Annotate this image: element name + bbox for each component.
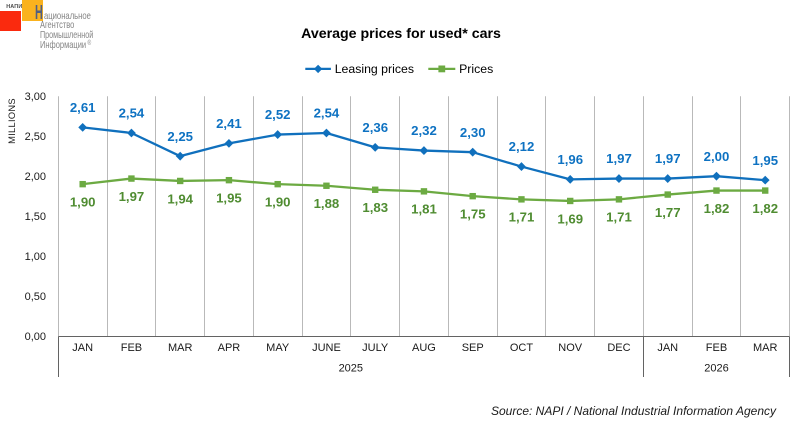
svg-text:MAY: MAY <box>266 342 290 354</box>
svg-text:2,36: 2,36 <box>362 120 388 135</box>
svg-text:0,50: 0,50 <box>25 291 46 303</box>
svg-text:2,30: 2,30 <box>460 125 486 140</box>
svg-text:2026: 2026 <box>704 363 728 375</box>
svg-text:1,97: 1,97 <box>655 151 681 166</box>
svg-text:2,50: 2,50 <box>25 131 46 143</box>
svg-text:JUNE: JUNE <box>312 342 341 354</box>
svg-text:1,95: 1,95 <box>216 190 242 205</box>
svg-text:2,54: 2,54 <box>314 106 340 121</box>
svg-text:2,00: 2,00 <box>704 149 730 164</box>
svg-text:1,88: 1,88 <box>314 196 340 211</box>
svg-text:NOV: NOV <box>558 342 583 354</box>
svg-text:1,83: 1,83 <box>362 200 388 215</box>
svg-text:1,96: 1,96 <box>557 152 583 167</box>
svg-text:FEB: FEB <box>706 342 727 354</box>
svg-text:1,95: 1,95 <box>752 153 778 168</box>
svg-text:2,00: 2,00 <box>25 171 46 183</box>
svg-text:3,00: 3,00 <box>25 91 46 103</box>
svg-text:1,97: 1,97 <box>119 189 145 204</box>
svg-text:1,71: 1,71 <box>509 210 535 225</box>
svg-text:1,71: 1,71 <box>606 210 632 225</box>
svg-text:1,97: 1,97 <box>606 151 632 166</box>
svg-text:SEP: SEP <box>462 342 484 354</box>
svg-text:1,77: 1,77 <box>655 205 681 220</box>
svg-text:1,82: 1,82 <box>704 201 730 216</box>
svg-text:2,32: 2,32 <box>411 123 437 138</box>
svg-text:AUG: AUG <box>412 342 436 354</box>
svg-text:2,25: 2,25 <box>167 129 193 144</box>
svg-text:JULY: JULY <box>362 342 389 354</box>
svg-text:APR: APR <box>218 342 241 354</box>
svg-text:1,90: 1,90 <box>265 194 291 209</box>
svg-text:JAN: JAN <box>657 342 678 354</box>
svg-text:0,00: 0,00 <box>25 331 46 343</box>
svg-text:2,12: 2,12 <box>509 139 535 154</box>
svg-text:MAR: MAR <box>168 342 193 354</box>
svg-text:2,41: 2,41 <box>216 116 242 131</box>
svg-text:FEB: FEB <box>121 342 142 354</box>
svg-text:OCT: OCT <box>510 342 534 354</box>
svg-text:1,94: 1,94 <box>167 191 193 206</box>
svg-text:2,54: 2,54 <box>119 106 145 121</box>
svg-text:1,81: 1,81 <box>411 202 437 217</box>
svg-text:1,82: 1,82 <box>752 201 778 216</box>
svg-text:2,61: 2,61 <box>70 100 96 115</box>
svg-text:1,90: 1,90 <box>70 194 96 209</box>
svg-text:1,00: 1,00 <box>25 251 46 263</box>
svg-text:DEC: DEC <box>607 342 630 354</box>
svg-text:2025: 2025 <box>339 363 363 375</box>
svg-text:2,52: 2,52 <box>265 107 291 122</box>
svg-text:MAR: MAR <box>753 342 778 354</box>
svg-text:MILLIONS: MILLIONS <box>7 98 17 144</box>
svg-text:Prices: Prices <box>459 62 493 76</box>
svg-text:1,50: 1,50 <box>25 211 46 223</box>
svg-text:1,75: 1,75 <box>460 206 486 221</box>
svg-text:Leasing prices: Leasing prices <box>335 62 414 76</box>
svg-text:1,69: 1,69 <box>557 211 583 226</box>
svg-text:JAN: JAN <box>72 342 93 354</box>
